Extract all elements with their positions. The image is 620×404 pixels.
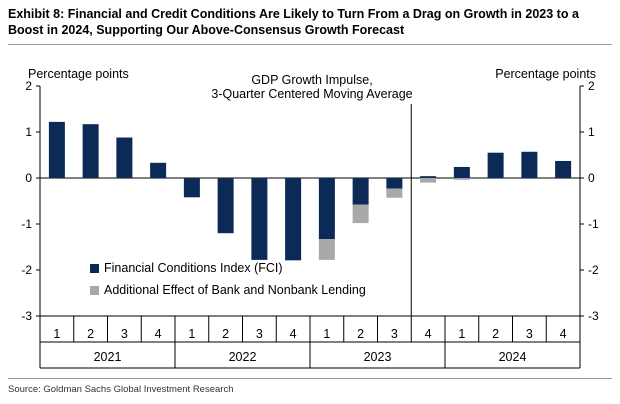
quarter-tick-label: 4: [560, 327, 567, 341]
year-label: 2021: [94, 350, 122, 364]
left-axis-label: Percentage points: [28, 67, 129, 81]
quarter-tick-label: 2: [222, 327, 229, 341]
title-rule: [8, 44, 612, 45]
quarter-tick-label: 1: [188, 327, 195, 341]
left-tick-label: 1: [25, 125, 32, 139]
lending-effect-bar: [453, 178, 470, 180]
fci-bar: [521, 151, 538, 178]
fci-bar: [386, 178, 403, 189]
quarter-tick-label: 3: [256, 327, 263, 341]
fci-bar: [555, 160, 572, 178]
exhibit-title: Exhibit 8: Financial and Credit Conditio…: [8, 7, 579, 37]
fci-bar: [420, 176, 437, 178]
fci-bar: [352, 178, 369, 205]
fci-bar: [217, 178, 234, 234]
right-tick-label: -2: [588, 263, 599, 277]
quarter-tick-label: 1: [53, 327, 60, 341]
year-label: 2023: [364, 350, 392, 364]
left-tick-label: -3: [21, 309, 32, 323]
fci-bar: [183, 178, 200, 198]
legend-swatch: [90, 286, 99, 295]
legend-label: Additional Effect of Bank and Nonbank Le…: [104, 283, 366, 297]
quarter-tick-label: 2: [87, 327, 94, 341]
fci-bar: [487, 152, 504, 178]
year-label: 2022: [229, 350, 257, 364]
quarter-tick-label: 3: [391, 327, 398, 341]
lending-effect-bar: [318, 239, 335, 260]
source-rule: [8, 378, 612, 379]
left-tick-label: 0: [25, 171, 32, 185]
right-tick-label: -3: [588, 309, 599, 323]
left-tick-label: 2: [25, 79, 32, 93]
left-tick-label: -2: [21, 263, 32, 277]
quarter-tick-label: 3: [526, 327, 533, 341]
right-tick-label: 0: [588, 171, 595, 185]
quarter-tick-label: 3: [121, 327, 128, 341]
fci-bar: [453, 166, 470, 178]
right-tick-label: 1: [588, 125, 595, 139]
lending-effect-bar: [352, 204, 369, 224]
right-tick-label: -1: [588, 217, 599, 231]
fci-bar: [116, 137, 133, 178]
quarter-tick-label: 1: [458, 327, 465, 341]
quarter-tick-label: 4: [425, 327, 432, 341]
fci-bar: [48, 121, 65, 178]
fci-bar: [318, 178, 335, 240]
fci-bar: [82, 124, 99, 178]
quarter-tick-label: 2: [492, 327, 499, 341]
quarter-tick-label: 2: [357, 327, 364, 341]
quarter-tick-label: 4: [155, 327, 162, 341]
right-tick-label: 2: [588, 79, 595, 93]
legend-swatch: [90, 264, 99, 273]
source-note: Source: Goldman Sachs Global Investment …: [8, 384, 234, 395]
chart-title-line: 3-Quarter Centered Moving Average: [211, 87, 412, 101]
year-label: 2024: [499, 350, 527, 364]
quarter-tick-label: 4: [290, 327, 297, 341]
legend-label: Financial Conditions Index (FCI): [104, 261, 283, 275]
fci-bar: [150, 162, 167, 178]
quarter-tick-label: 1: [323, 327, 330, 341]
chart-title-line: GDP Growth Impulse,: [251, 73, 372, 87]
lending-effect-bar: [420, 178, 437, 183]
left-tick-label: -1: [21, 217, 32, 231]
lending-effect-bar: [386, 188, 403, 198]
fci-bar: [285, 178, 302, 261]
right-axis-label: Percentage points: [495, 67, 596, 81]
fci-bar: [251, 178, 268, 260]
